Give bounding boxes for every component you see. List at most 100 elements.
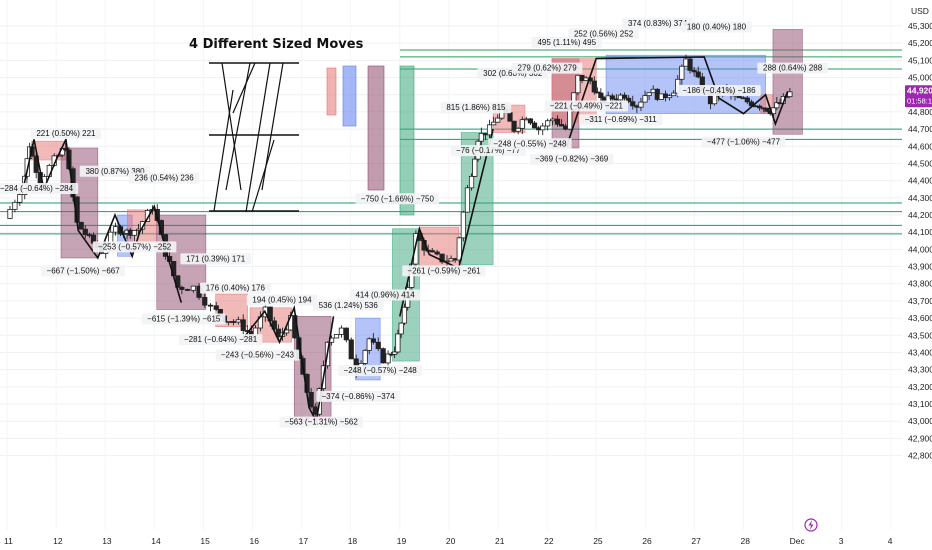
move-label: 279 (0.62%) 279 <box>518 64 578 73</box>
candle-body <box>609 95 615 100</box>
chart-title: 4 Different Sized Moves <box>189 37 364 52</box>
trend-line <box>565 56 789 147</box>
candle-body <box>434 251 440 255</box>
move-label: 252 (0.56%) 252 <box>574 29 634 38</box>
candle-body <box>225 321 232 323</box>
y-tick-label: 43,000 <box>908 416 932 426</box>
candle-body <box>748 101 755 107</box>
legend-bar-purple <box>367 65 385 191</box>
last-price-tag: 44,920 01:58:1 <box>905 85 932 108</box>
move-label: −248 (−0.55%) −248 <box>493 139 567 148</box>
candle-body <box>671 92 677 97</box>
move-label: 495 (1.11%) 495 <box>537 38 596 47</box>
candle-body <box>202 297 208 306</box>
currency-label: USD <box>911 6 929 16</box>
candle-body <box>695 71 701 78</box>
candle-body <box>519 119 525 129</box>
legend-stroke <box>245 62 271 213</box>
candle-body <box>774 102 780 109</box>
candle-body <box>642 95 648 103</box>
x-tick-label: 20 <box>446 536 456 546</box>
y-tick-label: 42,900 <box>908 433 932 443</box>
candle-body <box>591 80 597 93</box>
move-label-bg <box>349 289 421 301</box>
candle-body <box>348 339 354 360</box>
y-tick-label: 44,500 <box>908 158 932 168</box>
move-label-bg <box>579 114 663 126</box>
move-label: −615 (−1.39%) −615 <box>147 315 221 324</box>
move-label: −76 (−0.17%) −77 <box>456 146 521 155</box>
move-label-bg <box>142 313 226 325</box>
candle-body <box>638 101 644 108</box>
candle-body <box>380 348 386 364</box>
x-tick-label: 13 <box>102 536 112 546</box>
candle-body <box>491 121 497 126</box>
candle-body <box>82 228 88 236</box>
candle-body <box>179 286 185 290</box>
x-tick-label: 22 <box>544 536 554 546</box>
candle-body <box>756 105 763 109</box>
candle-body <box>472 158 478 177</box>
candle-body <box>486 124 493 136</box>
move-label-bg <box>355 193 440 205</box>
candle-body <box>736 95 742 99</box>
candle-body <box>531 122 538 129</box>
candle-body <box>375 341 381 350</box>
y-tick-label: 44,200 <box>908 210 932 220</box>
candle-body <box>398 322 404 335</box>
move-label: −369 (−0.82%) −369 <box>535 155 609 164</box>
move-label-bg <box>757 62 828 74</box>
candle-body <box>554 118 561 125</box>
y-tick-label: 45,100 <box>908 55 932 65</box>
move-label-bg <box>677 85 761 97</box>
x-tick-label: 18 <box>348 536 358 546</box>
candle-body <box>7 208 13 219</box>
y-tick-label: 44,700 <box>908 124 932 134</box>
move-label: 815 (1.86%) 815 <box>446 103 506 112</box>
lightning-icon[interactable] <box>804 518 818 532</box>
move-label-bg <box>622 18 693 29</box>
move-label: 374 (0.83%) 374 <box>628 19 688 28</box>
move-label: −253 (−0.57%) −252 <box>98 242 172 251</box>
candle-body <box>12 201 18 210</box>
candle-body <box>362 349 368 364</box>
x-axis: 11121314151617181920212225262728Dec345 <box>4 536 893 546</box>
candle-body <box>666 95 673 99</box>
candle-body <box>478 132 484 142</box>
y-tick-label: 43,900 <box>908 262 932 272</box>
move-label-bg <box>402 265 486 277</box>
move-label: 288 (0.64%) 288 <box>763 64 823 73</box>
x-tick-label: 16 <box>250 536 260 546</box>
y-tick-label: 44,300 <box>908 193 932 203</box>
y-tick-label: 44,100 <box>908 227 932 237</box>
candle-body <box>598 92 604 99</box>
candle-body <box>507 112 513 122</box>
y-tick-label: 43,200 <box>908 382 932 392</box>
move-label: −221 (−0.49%) −221 <box>550 101 624 110</box>
candle-body <box>575 74 581 94</box>
move-label-bg <box>312 299 384 311</box>
candle-body <box>131 230 137 236</box>
candle-body <box>679 65 685 80</box>
candle-body <box>558 123 565 127</box>
move-label-bg <box>41 265 125 277</box>
y-tick-label: 43,700 <box>908 296 932 306</box>
candle-body <box>567 109 573 130</box>
candle-body <box>460 211 466 239</box>
bar-countdown: 01:58:1 <box>907 96 932 105</box>
legend-stroke <box>261 62 284 191</box>
legend-graphic <box>209 62 415 216</box>
move-label: −750 (−1.66%) −750 <box>361 194 435 203</box>
y-tick-label: 45,300 <box>908 21 932 31</box>
legend-stroke <box>251 139 275 213</box>
candle-body <box>744 97 750 103</box>
move-label-bg <box>128 172 200 184</box>
candle-body <box>511 120 517 132</box>
candle-body <box>240 319 246 331</box>
candle-body <box>764 107 770 112</box>
legend-stroke <box>232 62 256 114</box>
move-label-bg <box>338 365 422 377</box>
x-tick-label: 21 <box>495 536 505 546</box>
move-label: −477 (−1.06%) −477 <box>707 138 781 147</box>
